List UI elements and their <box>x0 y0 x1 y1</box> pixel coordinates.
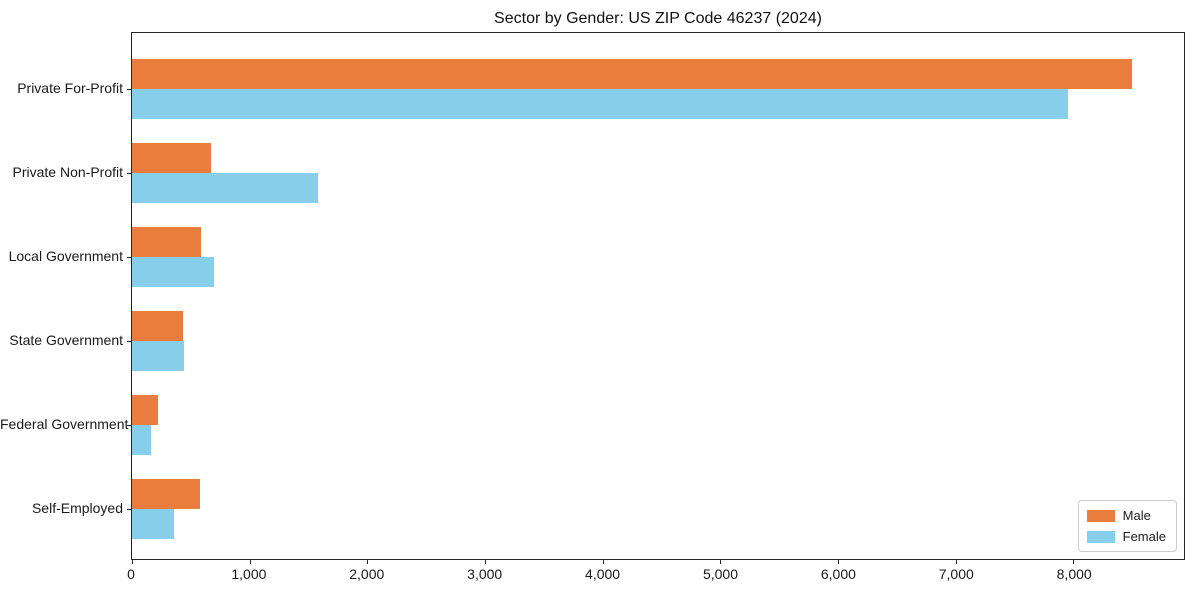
bar-male-2 <box>132 227 202 257</box>
x-axis-labels: 0 1,000 2,000 3,000 4,000 5,000 6,000 7,000 8,00… <box>127 566 1185 584</box>
x-tick-label-4: 4,000 <box>585 566 621 582</box>
y-tick-mark <box>127 341 131 342</box>
y-axis-label-2: Local Government <box>8 248 123 264</box>
x-tick-mark <box>720 560 722 564</box>
x-tick-label-7: 7,000 <box>938 566 974 582</box>
bar-group-0 <box>132 59 1184 119</box>
x-tick-mark <box>1073 560 1075 564</box>
bar-female-3 <box>132 341 184 371</box>
y-axis-label-1: Private Non-Profit <box>12 164 123 180</box>
legend-label-male: Male <box>1122 508 1151 523</box>
y-tick-mark <box>127 89 131 90</box>
bar-group-1 <box>132 143 1184 203</box>
bar-female-1 <box>132 173 318 203</box>
bar-female-0 <box>132 89 1068 119</box>
legend-label-female: Female <box>1122 529 1166 544</box>
x-tick-label-2: 2,000 <box>349 566 385 582</box>
x-tick-mark <box>485 560 487 564</box>
bar-group-4 <box>132 395 1184 455</box>
legend-entry-female: Female <box>1086 529 1166 544</box>
bar-group-5 <box>132 479 1184 539</box>
y-axis-label-5: Self-Employed <box>31 500 123 516</box>
bar-male-0 <box>132 59 1133 89</box>
bar-female-5 <box>132 509 175 539</box>
bar-female-4 <box>132 425 151 455</box>
bar-female-2 <box>132 257 215 287</box>
legend-entry-male: Male <box>1086 508 1166 523</box>
bar-male-5 <box>132 479 201 509</box>
legend-swatch-male <box>1086 509 1115 522</box>
y-axis-label-0: Private For-Profit <box>17 80 123 96</box>
x-tick-mark <box>132 560 133 564</box>
bar-group-3 <box>132 311 1184 371</box>
bar-male-1 <box>132 143 211 173</box>
x-tick-mark <box>249 560 251 564</box>
bar-male-4 <box>132 395 158 425</box>
y-axis-label-3: State Government <box>9 332 123 348</box>
x-tick-label-6: 6,000 <box>820 566 856 582</box>
y-tick-mark <box>127 173 131 174</box>
x-tick-label-0: 0 <box>127 566 135 582</box>
x-tick-label-1: 1,000 <box>231 566 267 582</box>
plot-area: Male Female <box>127 32 1185 564</box>
x-tick-mark <box>838 560 840 564</box>
bar-male-3 <box>132 311 183 341</box>
x-tick-mark <box>955 560 957 564</box>
x-tick-label-3: 3,000 <box>467 566 503 582</box>
legend-swatch-female <box>1086 530 1115 543</box>
x-tick-mark <box>602 560 604 564</box>
y-tick-mark <box>127 509 131 510</box>
legend: Male Female <box>1077 500 1177 552</box>
x-tick-label-5: 5,000 <box>702 566 739 582</box>
y-axis-label-4: Federal Government <box>0 416 129 432</box>
x-tick-mark <box>367 560 369 564</box>
y-axis-labels: Private For-Profit Private Non-Profit Loca… <box>0 32 129 560</box>
bar-group-2 <box>132 227 1184 287</box>
y-tick-mark <box>127 257 131 258</box>
x-tick-label-8: 8,000 <box>1056 566 1092 582</box>
chart-title: Sector by Gender: US ZIP Code 46237 (202… <box>494 10 822 27</box>
y-tick-mark <box>127 425 131 426</box>
